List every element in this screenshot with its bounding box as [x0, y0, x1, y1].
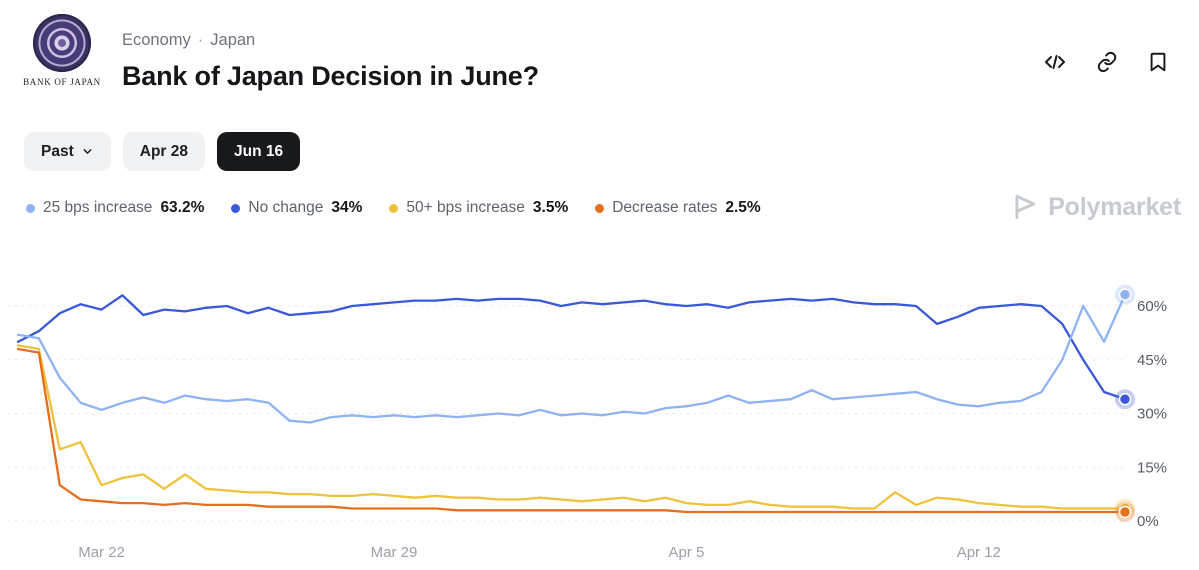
breadcrumb-category[interactable]: Economy	[122, 31, 191, 49]
bookmark-icon	[1150, 52, 1166, 72]
series-line-0	[16, 293, 1127, 424]
bookmark-button[interactable]	[1147, 51, 1169, 73]
price-history-chart[interactable]: 0% 15% 30% 45% 60% Mar 22 Mar 29 Apr 5 Apr 12	[0, 270, 1199, 570]
legend-value: 2.5%	[725, 199, 761, 216]
series-line-1	[16, 294, 1127, 401]
legend-label: 25 bps increase	[43, 199, 153, 216]
legend-label: 50+ bps increase	[406, 199, 525, 216]
end-marker	[1118, 288, 1132, 301]
polymarket-wordmark: Polymarket	[1048, 192, 1181, 221]
legend-item-50-bps-increase[interactable]: 50+ bps increase 3.5%	[389, 199, 568, 217]
end-marker	[1118, 392, 1132, 406]
copy-link-icon	[1097, 51, 1117, 73]
x-tick-label: Apr 5	[668, 544, 704, 561]
y-tick-label: 0%	[1137, 513, 1159, 530]
series-line-2	[16, 344, 1127, 510]
embed-code-icon	[1045, 55, 1065, 69]
tab-jun-16[interactable]: Jun 16	[217, 132, 301, 171]
breadcrumb: Economy · Japan	[122, 31, 255, 50]
y-tick-label: 30%	[1137, 406, 1167, 423]
polymarket-logo-icon	[1015, 194, 1036, 220]
market-logo: BANK OF JAPAN	[22, 14, 102, 87]
end-marker	[1118, 505, 1132, 519]
embed-code-button[interactable]	[1043, 50, 1067, 74]
past-dropdown-button[interactable]: Past	[24, 132, 111, 171]
series-dot-decrease	[595, 203, 605, 213]
series-line-3	[16, 347, 1127, 514]
date-filter-bar: Past Apr 28 Jun 16	[24, 132, 301, 171]
legend-value: 63.2%	[160, 199, 205, 216]
past-dropdown-label: Past	[41, 142, 74, 160]
page-title: Bank of Japan Decision in June?	[122, 61, 539, 91]
y-tick-label: 45%	[1137, 352, 1167, 369]
y-tick-label: 15%	[1137, 459, 1167, 476]
bank-of-japan-caption: BANK OF JAPAN	[23, 77, 101, 87]
chevron-down-icon	[83, 149, 92, 154]
legend-item-25-bps-increase[interactable]: 25 bps increase 63.2%	[26, 199, 204, 217]
tab-jun-16-label: Jun 16	[234, 142, 284, 160]
x-tick-label: Mar 22	[78, 544, 125, 561]
breadcrumb-topic[interactable]: Japan	[210, 31, 256, 49]
legend-label: No change	[248, 199, 324, 216]
series-dot-50-bps	[389, 203, 399, 213]
legend-item-no-change[interactable]: No change 34%	[231, 199, 362, 217]
tab-apr-28[interactable]: Apr 28	[122, 132, 205, 171]
tab-apr-28-label: Apr 28	[139, 142, 188, 160]
series-dot-25-bps	[26, 203, 35, 213]
legend-label: Decrease rates	[612, 199, 718, 216]
x-tick-label: Apr 12	[957, 544, 1001, 561]
y-tick-label: 60%	[1137, 298, 1167, 315]
x-tick-label: Mar 29	[371, 544, 418, 561]
legend-item-decrease-rates[interactable]: Decrease rates 2.5%	[595, 199, 761, 217]
bank-of-japan-emblem	[33, 14, 91, 72]
series-dot-no-change	[231, 203, 241, 213]
breadcrumb-separator: ·	[197, 31, 204, 49]
legend-value: 3.5%	[532, 199, 569, 216]
header-actions	[1043, 50, 1169, 74]
legend-value: 34%	[331, 199, 363, 216]
polymarket-watermark: Polymarket	[1010, 192, 1181, 222]
chart-legend: 25 bps increase 63.2% No change 34% 50+ …	[26, 199, 761, 217]
copy-link-button[interactable]	[1096, 51, 1118, 73]
